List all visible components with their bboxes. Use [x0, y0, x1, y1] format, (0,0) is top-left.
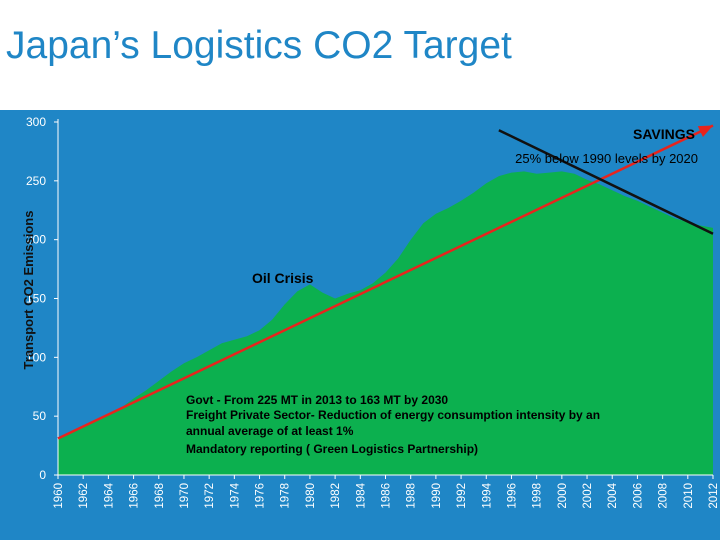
x-tick-label-1986: 1986: [381, 483, 393, 509]
x-tick-label-1988: 1988: [406, 483, 418, 509]
y-tick-label-200: 200: [26, 233, 46, 247]
x-tick-label-1966: 1966: [129, 483, 141, 509]
govt-note-line-4: Mandatory reporting ( Green Logistics Pa…: [186, 442, 478, 456]
govt-note-line-3: annual average of at least 1%: [186, 424, 354, 438]
emissions-area-series-0: [58, 171, 713, 475]
x-tick-label-1968: 1968: [154, 483, 166, 509]
page-title: Japan’s Logistics CO2 Target: [6, 24, 512, 67]
oil-crisis-label: Oil Crisis: [252, 270, 314, 286]
y-tick-label-50: 50: [33, 409, 47, 423]
x-tick-label-1980: 1980: [305, 483, 317, 509]
x-tick-label-1996: 1996: [506, 483, 518, 509]
x-tick-label-2008: 2008: [658, 483, 670, 509]
x-tick-label-1984: 1984: [355, 482, 367, 508]
x-tick-label-2006: 2006: [632, 483, 644, 509]
x-tick-label-1976: 1976: [255, 483, 267, 509]
growth-trend-arrowhead: [697, 125, 713, 137]
y-tick-label-100: 100: [26, 350, 46, 364]
x-tick-label-2004: 2004: [607, 482, 619, 508]
x-tick-label-1970: 1970: [179, 483, 191, 509]
x-tick-label-1960: 1960: [53, 483, 65, 509]
x-tick-label-1964: 1964: [103, 482, 115, 508]
x-tick-label-1972: 1972: [204, 483, 216, 509]
y-tick-label-0: 0: [39, 468, 46, 482]
x-tick-label-1982: 1982: [330, 483, 342, 509]
x-tick-label-1990: 1990: [431, 483, 443, 509]
x-tick-label-1992: 1992: [456, 483, 468, 509]
x-tick-label-1994: 1994: [481, 482, 493, 508]
x-tick-label-1978: 1978: [280, 483, 292, 509]
x-tick-label-1974: 1974: [229, 482, 241, 508]
x-tick-label-2000: 2000: [557, 483, 569, 509]
x-tick-label-2012: 2012: [708, 483, 720, 509]
growth-trend-line: [57, 124, 714, 440]
govt-note-line-2: Freight Private Sector- Reduction of ene…: [186, 408, 600, 422]
y-tick-label-150: 150: [26, 292, 46, 306]
x-tick-label-1998: 1998: [532, 483, 544, 509]
x-tick-label-2002: 2002: [582, 483, 594, 509]
savings-title: SAVINGS: [633, 126, 695, 142]
x-tick-label-1962: 1962: [78, 483, 90, 509]
y-tick-label-250: 250: [26, 174, 46, 188]
govt-note-line-1: Govt - From 225 MT in 2013 to 163 MT by …: [186, 393, 448, 407]
savings-text: 25% below 1990 levels by 2020: [515, 151, 698, 166]
target-decline-line: [498, 129, 714, 235]
x-tick-label-2010: 2010: [683, 483, 695, 509]
y-axis-label: Transport CO2 Emissions: [21, 211, 36, 370]
y-tick-label-300: 300: [26, 115, 46, 129]
